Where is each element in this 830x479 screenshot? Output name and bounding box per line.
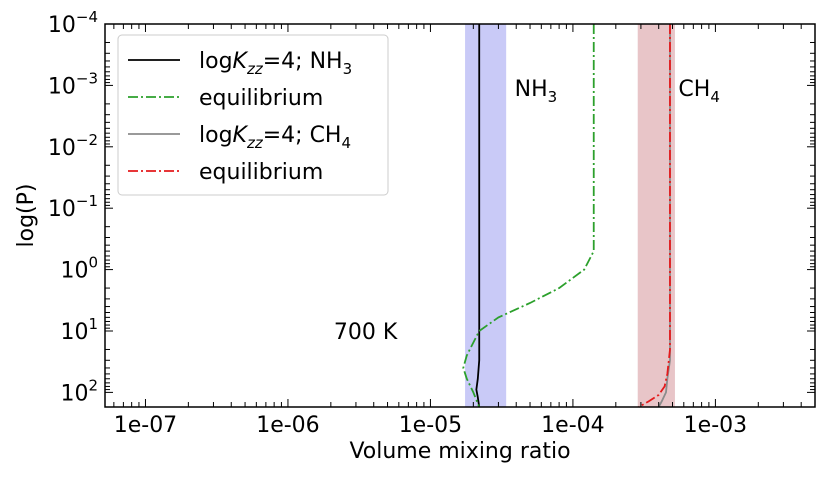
x-axis-label: Volume mixing ratio bbox=[349, 439, 570, 464]
y-tick-label: 100 bbox=[60, 254, 98, 284]
legend-box bbox=[117, 34, 389, 196]
y-tick-label: 10−4 bbox=[48, 8, 98, 38]
annotation: 700 K bbox=[334, 320, 398, 345]
x-axis-ticks: 1e-07 1e-06 1e-05 1e-04 1e-03 bbox=[113, 24, 816, 438]
legend-label-0: logKzz=4; NH3 bbox=[199, 49, 352, 78]
annotation: NH3 bbox=[515, 77, 558, 106]
series-lines bbox=[462, 24, 671, 408]
y-tick-label: 10−3 bbox=[48, 69, 98, 99]
x-tick-label: 1e-04 bbox=[541, 413, 604, 438]
annotation: CH4 bbox=[678, 77, 719, 106]
shaded-band bbox=[637, 24, 675, 407]
legend-label-2: logKzz=4; CH4 bbox=[199, 123, 351, 152]
y-axis-label: log(P) bbox=[14, 184, 39, 248]
x-tick-label: 1e-03 bbox=[684, 413, 747, 438]
series-line-3 bbox=[638, 24, 671, 408]
annotations: 700 K NH3 CH4 bbox=[334, 77, 720, 345]
plot-frame bbox=[104, 23, 816, 408]
y-tick-label: 102 bbox=[60, 376, 98, 406]
y-axis-ticks: 10−4 10−3 10−2 10−1 100 101 102 bbox=[48, 8, 815, 406]
shaded-band bbox=[465, 24, 507, 407]
series-line-2 bbox=[657, 24, 671, 408]
y-tick-label: 10−1 bbox=[48, 192, 98, 222]
series-line-0 bbox=[475, 24, 481, 408]
x-tick-label: 1e-07 bbox=[114, 413, 177, 438]
shaded-bands bbox=[465, 24, 675, 407]
legend-label-3: equilibrium bbox=[199, 160, 323, 185]
legend: logKzz=4; NH3 equilibrium logKzz=4; CH4 equ… bbox=[117, 34, 389, 196]
x-tick-label: 1e-06 bbox=[256, 413, 319, 438]
x-tick-label: 1e-05 bbox=[399, 413, 462, 438]
y-tick-label: 10−2 bbox=[48, 131, 98, 161]
legend-label-1: equilibrium bbox=[199, 86, 323, 111]
y-tick-label: 101 bbox=[60, 315, 98, 345]
